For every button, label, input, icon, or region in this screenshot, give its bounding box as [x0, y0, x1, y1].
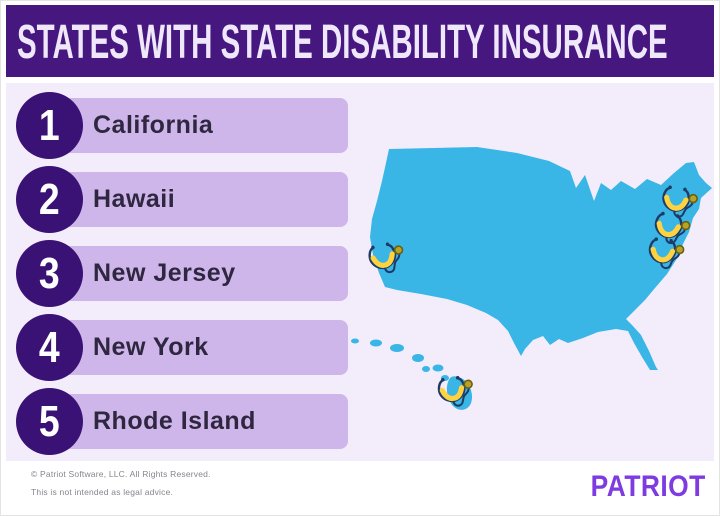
- us-mainland-shape: [370, 147, 712, 370]
- state-bar: Hawaii: [41, 172, 348, 227]
- list-item: Hawaii 2: [6, 166, 356, 233]
- state-name: California: [93, 111, 214, 139]
- legal-text: © Patriot Software, LLC. All Rights Rese…: [31, 469, 211, 505]
- header-banner: STATES WITH STATE DISABILITY INSURANCE: [6, 5, 714, 77]
- page-title: STATES WITH STATE DISABILITY INSURANCE: [17, 13, 668, 69]
- list-item: New Jersey 3: [6, 240, 356, 307]
- state-name: New Jersey: [93, 259, 236, 287]
- content-area: California 1 Hawaii 2 New Jersey: [6, 83, 714, 463]
- rank-number: 5: [39, 396, 60, 446]
- copyright-line: © Patriot Software, LLC. All Rights Rese…: [31, 469, 211, 479]
- state-name: Hawaii: [93, 185, 176, 213]
- list-item: Rhode Island 5: [6, 388, 356, 455]
- disclaimer-line: This is not intended as legal advice.: [31, 487, 174, 497]
- rank-badge: 5: [16, 388, 83, 455]
- rank-number: 3: [39, 248, 60, 298]
- state-bar: New York: [41, 320, 348, 375]
- states-list: California 1 Hawaii 2 New Jersey: [6, 83, 356, 462]
- state-name: New York: [93, 333, 209, 361]
- list-item: New York 4: [6, 314, 356, 381]
- patriot-logo: PATRIOT: [590, 470, 706, 503]
- state-bar: California: [41, 98, 348, 153]
- rank-number: 1: [39, 100, 60, 150]
- rank-number: 2: [39, 174, 60, 224]
- rank-number: 4: [39, 322, 60, 372]
- state-bar: Rhode Island: [41, 394, 348, 449]
- rank-badge: 2: [16, 166, 83, 233]
- state-name: Rhode Island: [93, 407, 256, 435]
- rank-badge: 4: [16, 314, 83, 381]
- state-bar: New Jersey: [41, 246, 348, 301]
- footer: © Patriot Software, LLC. All Rights Rese…: [1, 461, 719, 515]
- rank-badge: 3: [16, 240, 83, 307]
- rank-badge: 1: [16, 92, 83, 159]
- us-map: [351, 147, 712, 436]
- list-item: California 1: [6, 92, 356, 159]
